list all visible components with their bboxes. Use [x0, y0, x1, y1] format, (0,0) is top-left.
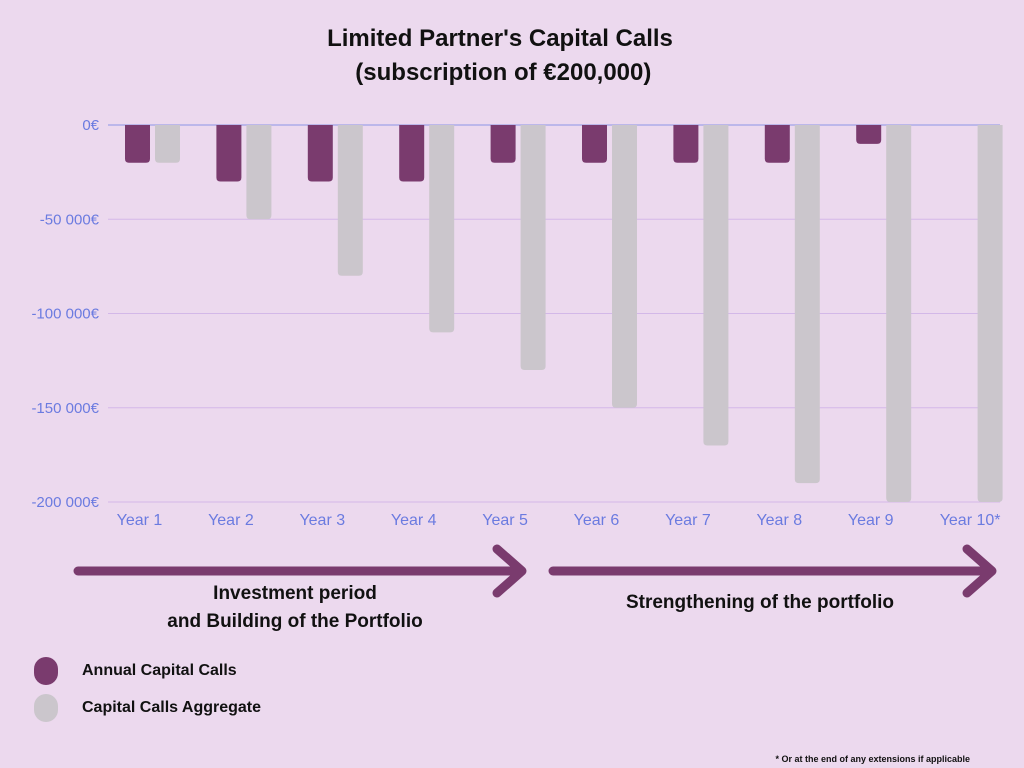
investment-period-arrow: [73, 544, 527, 598]
x-tick-label: Year 7: [665, 512, 711, 529]
y-tick-label: 0€: [82, 117, 99, 134]
bar-aggregate: [429, 125, 455, 333]
legend-swatch-aggregate: [34, 694, 58, 722]
bar-aggregate: [977, 125, 1003, 502]
bar-annual: [399, 125, 425, 182]
x-tick-label: Year 6: [574, 512, 620, 529]
bar-aggregate: [703, 125, 729, 446]
legend-label-annual: Annual Capital Calls: [82, 662, 237, 679]
legend-label-aggregate: Capital Calls Aggregate: [82, 699, 262, 716]
period-arrows: [73, 544, 997, 598]
bar-annual: [125, 125, 150, 163]
legend-item-annual: Annual Capital Calls: [34, 657, 237, 685]
y-tick-label: -100 000€: [31, 306, 99, 323]
x-axis-ticks: Year 1 Year 2 Year 3 Year 4 Year 5 Year 6 Year…: [117, 512, 1001, 529]
bar-aggregate: [794, 125, 820, 484]
bar-annual: [490, 125, 516, 163]
chart-title-line-1: Limited Partner's Capital Calls: [327, 25, 673, 52]
x-tick-label: Year 1: [117, 512, 163, 529]
y-axis-ticks: 0€ -50 000€ -100 000€ -150 000€ -200 000€: [31, 117, 99, 511]
y-tick-label: -200 000€: [31, 494, 99, 511]
bar-annual: [216, 125, 242, 182]
grid-lines: [108, 124, 1000, 503]
bar-aggregate: [246, 125, 272, 220]
bars: [125, 125, 1003, 502]
x-tick-label: Year 8: [756, 512, 802, 529]
chart-title-line-2: (subscription of €200,000): [348, 59, 652, 86]
bar-annual: [856, 125, 882, 144]
x-tick-label: Year 3: [299, 512, 345, 529]
y-tick-label: -150 000€: [31, 400, 99, 417]
bar-annual: [582, 125, 607, 163]
strengthening-period-arrow: [548, 544, 997, 598]
legend-swatch-annual: [34, 657, 58, 685]
x-tick-label: Year 10*: [940, 512, 1001, 529]
bar-annual: [764, 125, 790, 163]
y-tick-label: -50 000€: [40, 211, 100, 228]
bar-annual: [673, 125, 699, 163]
bar-aggregate: [337, 125, 363, 276]
bar-aggregate: [612, 125, 637, 408]
bar-annual: [307, 125, 333, 182]
x-tick-label: Year 5: [482, 512, 528, 529]
x-tick-label: Year 9: [848, 512, 894, 529]
x-tick-label: Year 2: [208, 512, 254, 529]
bar-aggregate: [155, 125, 180, 163]
footnote: * Or at the end of any extensions if app…: [775, 754, 970, 764]
chart-title: Limited Partner's Capital Calls (subscri…: [0, 22, 1000, 90]
investment-period-label: Investment period and Building of the Po…: [167, 583, 423, 632]
strengthening-period-label: Strengthening of the portfolio: [625, 592, 895, 613]
x-tick-label: Year 4: [391, 512, 437, 529]
bar-aggregate: [520, 125, 546, 371]
bar-aggregate: [886, 125, 912, 502]
legend-item-aggregate: Capital Calls Aggregate: [34, 694, 261, 722]
